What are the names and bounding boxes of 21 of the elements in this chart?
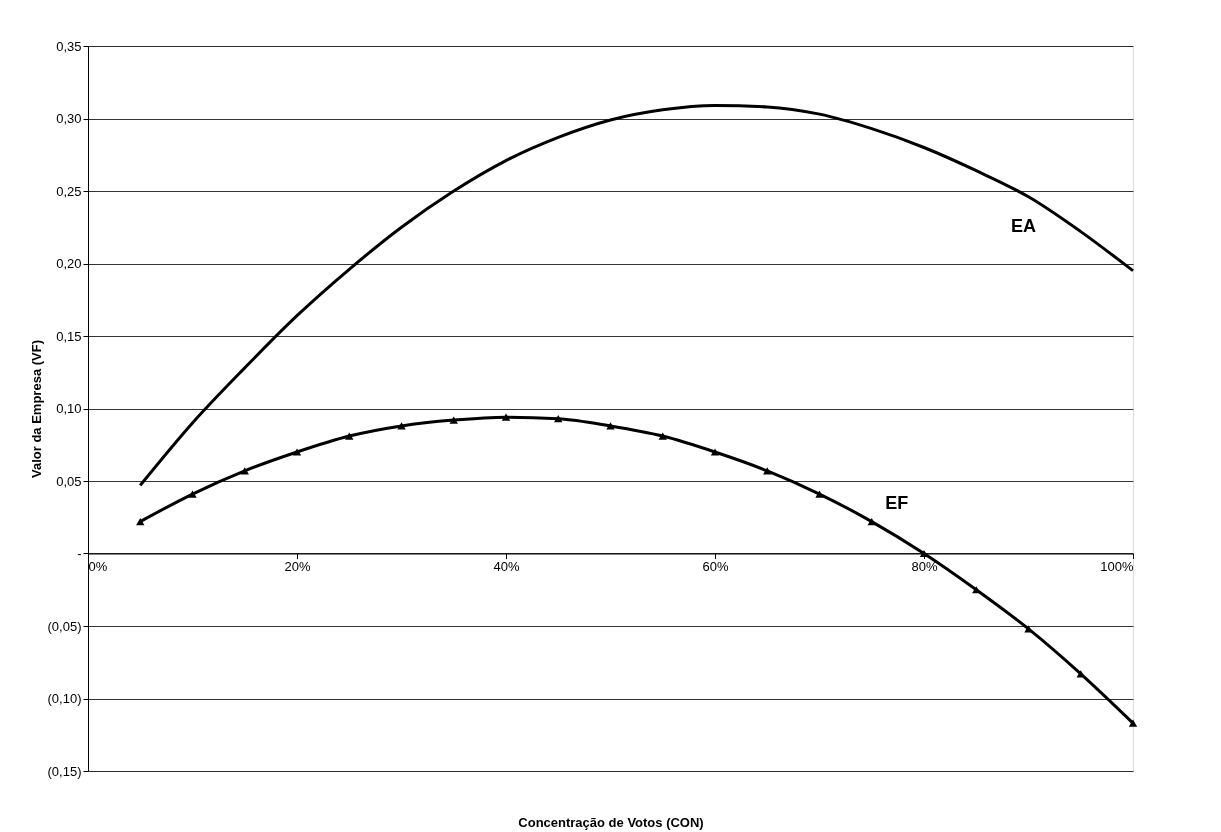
x-tick-label: 20% [284,559,311,574]
x-tick-label: 40% [493,559,520,574]
x-tick-label: 60% [702,559,729,574]
series-label: EF [885,492,909,513]
x-tick-label: 80% [911,559,938,574]
y-tick-label: 0,15 [56,328,82,344]
y-tick-label: 0,25 [56,183,82,199]
y-tick-label: 0,35 [56,38,82,54]
y-tick-label: 0,05 [56,473,82,489]
y-tick-label: - [77,546,82,561]
y-axis-title: Valor da Empresa (VF) [28,340,44,478]
y-tick-label: 0,30 [56,111,82,126]
x-tick-label: 0% [88,559,108,574]
series-label: EA [1010,215,1037,236]
y-tick-label: 0,20 [56,256,82,271]
y-tick-label: (0,05) [47,618,82,634]
x-axis-title: Concentração de Votos (CON) [518,814,704,830]
y-tick-label: 0,10 [56,401,82,416]
y-tick-label: (0,10) [47,691,82,706]
x-tick-label: 100% [1100,559,1134,574]
y-tick-label: (0,15) [47,763,82,779]
